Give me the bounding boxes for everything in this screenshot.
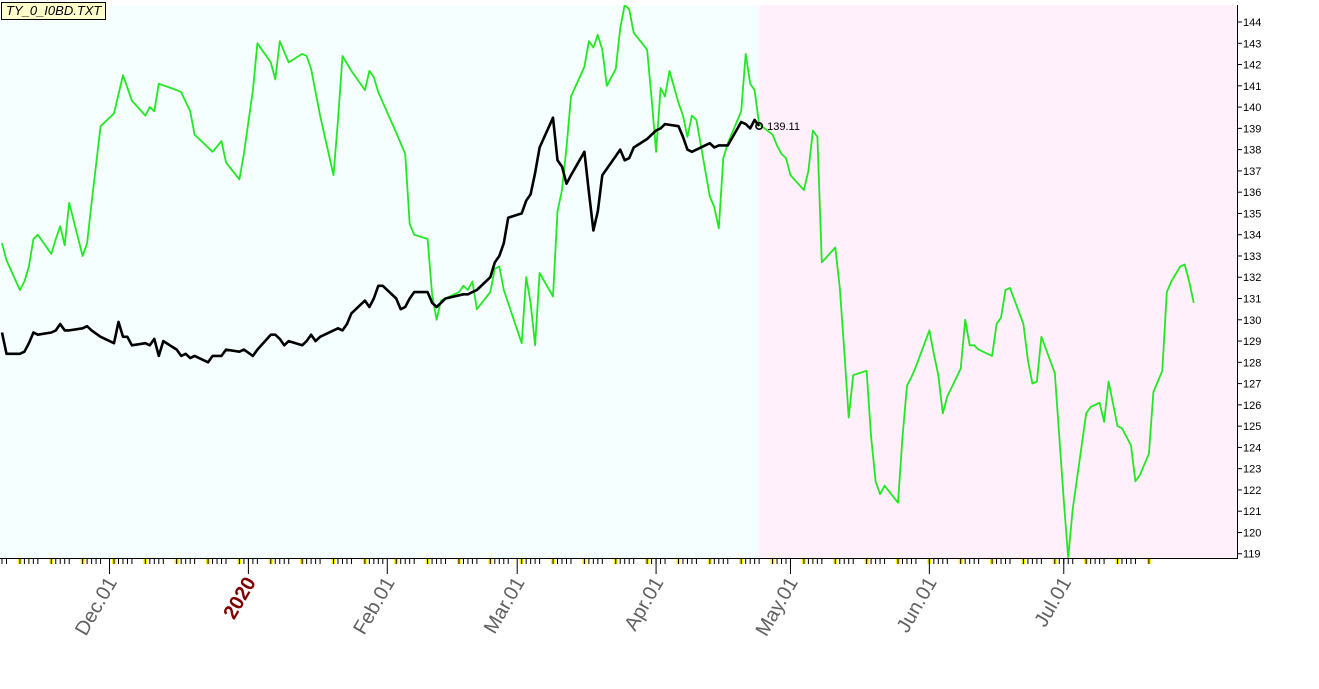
- y-tick-label: 130: [1243, 315, 1261, 327]
- y-tick-label: 129: [1243, 336, 1261, 348]
- y-tick-label: 132: [1243, 272, 1261, 284]
- last-value-label: 139.11: [767, 121, 800, 133]
- x-month-label: Dec.01: [71, 574, 122, 640]
- y-tick-label: 143: [1243, 38, 1261, 50]
- y-tick-label: 133: [1243, 251, 1261, 263]
- y-tick-label: 128: [1243, 357, 1261, 369]
- x-year-label: 2020: [219, 574, 260, 624]
- projection-line: [1, 5, 1195, 558]
- background-layer: [0, 5, 1237, 558]
- price-line: [0, 116, 761, 364]
- axis-layer: 119 120 121 122 123 124 125 126 127 128 129 130 131 1…: [0, 5, 1261, 574]
- y-tick-label: 131: [1243, 294, 1261, 306]
- forecast-region: [759, 5, 1237, 558]
- y-tick-label: 119: [1243, 549, 1261, 561]
- y-tick-label: 140: [1243, 102, 1261, 114]
- y-tick-label: 142: [1243, 60, 1261, 72]
- history-region: [0, 5, 760, 558]
- series-layer: [0, 5, 1195, 558]
- y-tick-label: 135: [1243, 208, 1261, 220]
- y-tick-label: 139: [1243, 123, 1261, 135]
- y-tick-label: 123: [1243, 464, 1261, 476]
- y-tick-label: 120: [1243, 527, 1261, 539]
- last-value-marker: [755, 122, 764, 131]
- x-month-label: Feb.01: [349, 574, 399, 639]
- x-month-label: Mar.01: [480, 574, 530, 638]
- y-tick-label: 125: [1243, 421, 1261, 433]
- y-tick-label: 121: [1243, 506, 1261, 518]
- x-month-label: Jul.01: [1030, 574, 1076, 631]
- y-tick-label: 126: [1243, 400, 1261, 412]
- y-tick-label: 138: [1243, 145, 1261, 157]
- y-tick-label: 127: [1243, 379, 1261, 391]
- x-month-label: May.01: [752, 574, 803, 641]
- y-tick-label: 136: [1243, 187, 1261, 199]
- y-tick-label: 134: [1243, 230, 1261, 242]
- x-month-label: Jun.01: [893, 574, 942, 637]
- y-tick-label: 141: [1243, 81, 1261, 93]
- y-tick-label: 124: [1243, 442, 1261, 454]
- symbol-label: TY_0_I0BD.TXT: [1, 2, 107, 20]
- y-tick-label: 144: [1243, 17, 1261, 29]
- x-month-label: Apr.01: [620, 574, 668, 635]
- y-tick-label: 122: [1243, 485, 1261, 497]
- y-tick-label: 137: [1243, 166, 1261, 178]
